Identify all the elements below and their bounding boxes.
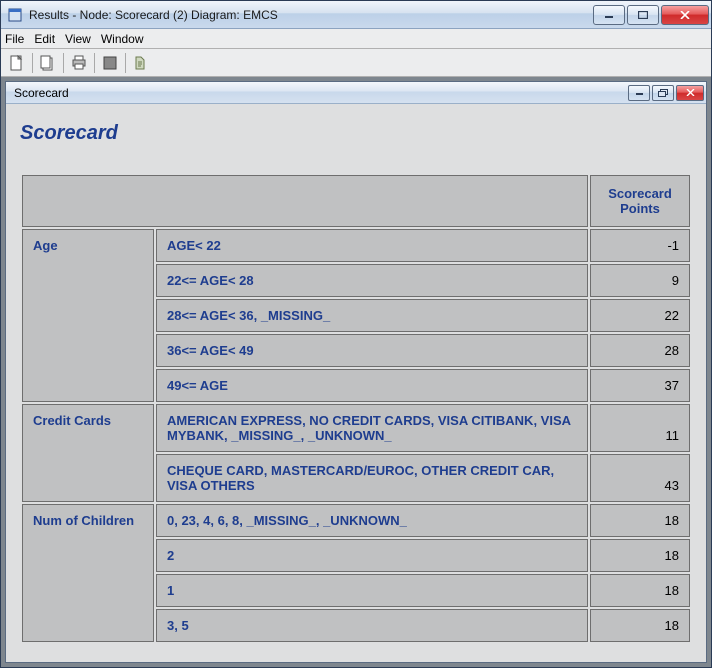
inner-window-controls [626,85,704,101]
menu-view[interactable]: View [65,32,91,46]
page-title: Scorecard [20,122,692,145]
bin-cell: 2 [156,539,588,572]
menu-file[interactable]: File [5,32,24,46]
close-button[interactable] [661,5,709,25]
mdi-client-area: Scorecard S [1,77,711,667]
print-icon[interactable] [67,51,91,75]
inner-window-title: Scorecard [14,86,626,100]
content-scroll[interactable]: Scorecard Scorecard Points AgeAGE< 22-12… [6,104,706,662]
toolbar [1,49,711,77]
new-doc-icon[interactable] [5,51,29,75]
variable-cell: Age [22,229,154,402]
script-icon[interactable] [129,51,153,75]
inner-titlebar[interactable]: Scorecard [6,82,706,104]
minimize-button[interactable] [593,5,625,25]
window-title: Results - Node: Scorecard (2) Diagram: E… [29,8,591,22]
bin-cell: 36<= AGE< 49 [156,334,588,367]
outer-titlebar[interactable]: Results - Node: Scorecard (2) Diagram: E… [1,1,711,29]
bin-cell: 28<= AGE< 36, _MISSING_ [156,299,588,332]
toolbar-separator [94,53,95,73]
inner-minimize-button[interactable] [628,85,650,101]
header-points: Scorecard Points [590,175,690,227]
bin-cell: CHEQUE CARD, MASTERCARD/EUROC, OTHER CRE… [156,454,588,502]
points-cell: 18 [590,539,690,572]
maximize-button[interactable] [627,5,659,25]
header-blank [22,175,588,227]
menu-edit[interactable]: Edit [34,32,55,46]
table-row: AgeAGE< 22-1 [22,229,690,262]
toolbar-separator [32,53,33,73]
points-cell: 18 [590,609,690,642]
table-row: Credit CardsAMERICAN EXPRESS, NO CREDIT … [22,404,690,452]
bin-cell: AGE< 22 [156,229,588,262]
scorecard-table: Scorecard Points AgeAGE< 22-122<= AGE< 2… [20,173,692,644]
bin-cell: 1 [156,574,588,607]
inner-close-button[interactable] [676,85,704,101]
points-cell: 37 [590,369,690,402]
menubar: File Edit View Window [1,29,711,49]
variable-cell: Num of Children [22,504,154,642]
points-cell: 28 [590,334,690,367]
toolbar-separator [125,53,126,73]
points-cell: -1 [590,229,690,262]
variable-cell: Credit Cards [22,404,154,502]
bin-cell: 0, 23, 4, 6, 8, _MISSING_, _UNKNOWN_ [156,504,588,537]
stop-icon[interactable] [98,51,122,75]
table-row: Num of Children0, 23, 4, 6, 8, _MISSING_… [22,504,690,537]
menu-window[interactable]: Window [101,32,144,46]
points-cell: 18 [590,504,690,537]
app-icon [7,7,23,23]
points-cell: 9 [590,264,690,297]
bin-cell: 3, 5 [156,609,588,642]
table-header-row: Scorecard Points [22,175,690,227]
outer-window: Results - Node: Scorecard (2) Diagram: E… [0,0,712,668]
copy-doc-icon[interactable] [36,51,60,75]
inner-window: Scorecard S [5,81,707,663]
bin-cell: 49<= AGE [156,369,588,402]
points-cell: 11 [590,404,690,452]
points-cell: 18 [590,574,690,607]
bin-cell: 22<= AGE< 28 [156,264,588,297]
points-cell: 22 [590,299,690,332]
toolbar-separator [63,53,64,73]
outer-window-controls [591,5,709,25]
bin-cell: AMERICAN EXPRESS, NO CREDIT CARDS, VISA … [156,404,588,452]
points-cell: 43 [590,454,690,502]
inner-restore-button[interactable] [652,85,674,101]
